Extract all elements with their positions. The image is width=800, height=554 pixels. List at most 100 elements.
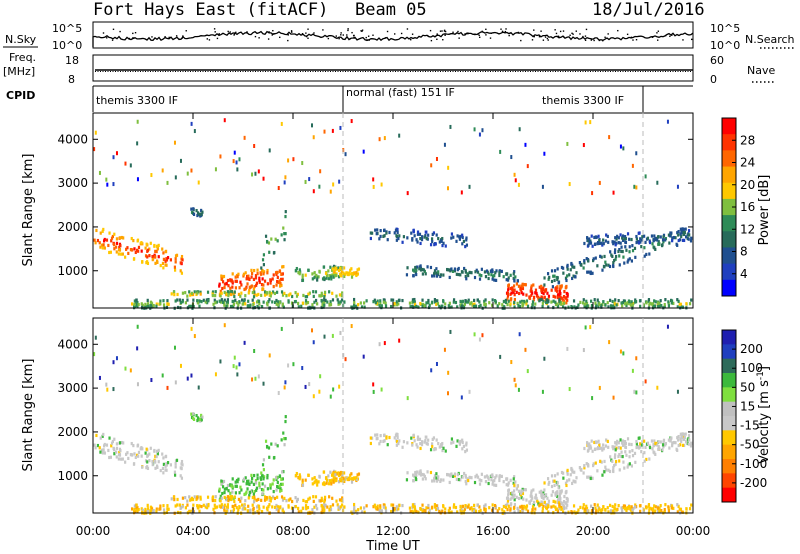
- velocity-cell: [340, 503, 344, 507]
- velocity-cell: [594, 447, 597, 451]
- nsearch-point: [501, 30, 504, 33]
- velocity-cell: [463, 507, 467, 511]
- velocity-cell: [617, 454, 620, 459]
- velocity-cell: [425, 441, 428, 446]
- velocity-cell: [269, 499, 272, 503]
- velocity-cell: [528, 500, 531, 504]
- velocity-cell: [438, 445, 441, 449]
- power-cell: [278, 279, 281, 283]
- power-cell: [225, 300, 229, 304]
- power-cell: [253, 292, 256, 296]
- velocity-cell: [681, 510, 684, 514]
- velocity-cell: [296, 497, 299, 501]
- power-cell: [258, 276, 261, 280]
- velocity-cell: [585, 462, 588, 466]
- velocity-cell: [246, 487, 249, 491]
- velocity-cell: [467, 503, 470, 507]
- power-cell: [330, 277, 333, 281]
- nsearch-point: [485, 28, 487, 31]
- velocity-cell: [457, 477, 460, 482]
- velocity-cell: [165, 468, 168, 472]
- velocity-cell: [383, 433, 386, 437]
- power-cell: [531, 303, 534, 307]
- velocity-cell: [103, 451, 106, 455]
- power-cell: [222, 274, 226, 279]
- power-cell: [435, 267, 438, 271]
- power-cell: [316, 275, 319, 279]
- power-cell: [255, 281, 259, 285]
- power-cell: [144, 246, 147, 250]
- power-cell: [248, 285, 252, 289]
- velocity-cell: [662, 440, 665, 444]
- power-cell: [322, 265, 325, 269]
- nsearch-point: [340, 32, 342, 34]
- power-cell: [274, 300, 277, 305]
- power-cell: [653, 299, 656, 303]
- power-cell: [232, 292, 235, 296]
- velocity-cell: [540, 489, 543, 493]
- power-cell: [269, 281, 272, 285]
- velocity-cell: [98, 375, 101, 380]
- power-cell: [594, 242, 597, 246]
- velocity-cell: [538, 503, 541, 507]
- nsearch-point: [547, 39, 549, 41]
- velocity-cell: [514, 383, 517, 388]
- power-cell: [517, 304, 520, 308]
- power-cell: [341, 266, 344, 270]
- nsearch-point: [531, 39, 534, 41]
- nsearch-point: [500, 28, 502, 30]
- power-cell: [683, 230, 686, 235]
- power-cell: [613, 250, 617, 255]
- power-cell: [602, 242, 605, 246]
- velocity-cell: [323, 505, 326, 509]
- power-cell: [541, 288, 545, 292]
- power-cell: [260, 266, 263, 270]
- velocity-cell: [154, 454, 157, 458]
- power-cell: [626, 260, 629, 264]
- velocity-cell: [558, 494, 561, 499]
- power-cell: [550, 269, 554, 273]
- power-cell: [254, 171, 257, 176]
- velocity-cell: [643, 459, 646, 463]
- velocity-cell: [597, 509, 600, 513]
- power-cell: [263, 293, 267, 297]
- power-cell: [611, 240, 614, 244]
- velocity-cell: [617, 504, 620, 508]
- velocity-cell: [332, 387, 335, 392]
- velocity-cell: [595, 440, 598, 445]
- velocity-cell: [169, 463, 173, 467]
- velocity-cell: [232, 507, 236, 511]
- nsearch-point: [607, 33, 609, 35]
- velocity-cell: [218, 489, 221, 493]
- power-cell: [411, 268, 415, 272]
- power-cell: [512, 284, 516, 288]
- velocity-cell: [416, 437, 420, 441]
- power-cell: [518, 127, 521, 132]
- velocity-cell: [133, 507, 136, 512]
- velocity-cell: [541, 506, 544, 511]
- power-cell: [241, 302, 244, 306]
- nsearch-point: [533, 29, 535, 31]
- velocity-cell: [689, 444, 693, 448]
- velocity-cell: [442, 478, 445, 482]
- power-cell: [625, 248, 628, 252]
- velocity-cell: [631, 368, 634, 373]
- power-cell: [553, 278, 556, 283]
- velocity-cell: [333, 477, 336, 481]
- power-cell: [484, 304, 487, 309]
- nsearch-point: [671, 34, 673, 36]
- velocity-cell: [328, 479, 331, 483]
- velocity-cell: [253, 473, 256, 478]
- velocity-cell: [353, 505, 356, 510]
- colorbar-tick-label: 4: [740, 267, 748, 281]
- velocity-cell: [214, 372, 217, 377]
- nsearch-point: [602, 39, 604, 42]
- power-cell: [637, 231, 640, 235]
- power-cell: [519, 288, 523, 292]
- power-cell: [603, 254, 606, 259]
- velocity-cell: [582, 503, 585, 507]
- velocity-cell: [227, 499, 230, 503]
- power-cell: [218, 282, 221, 286]
- velocity-cell: [432, 436, 436, 440]
- power-cell: [246, 282, 249, 286]
